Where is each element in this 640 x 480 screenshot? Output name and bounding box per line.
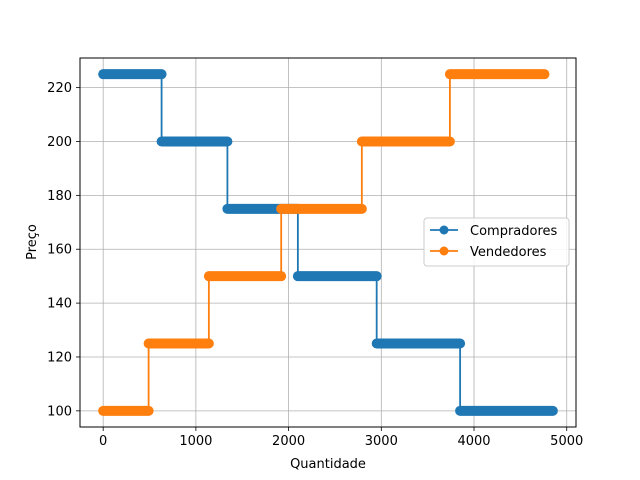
legend: Compradores Vendedores: [423, 217, 570, 267]
y-axis-label: Preço: [25, 224, 40, 260]
ticks: 0 1000 2000 3000 4000 5000 100 120 140 160 180 200 2…: [47, 81, 583, 449]
y-tick-label: 140: [47, 297, 72, 312]
series-vendedores: [98, 69, 550, 416]
y-tick-label: 120: [47, 350, 72, 365]
legend-box: [423, 217, 570, 267]
series-line-vendedores: [103, 73, 545, 412]
y-tick-label: 160: [47, 243, 72, 258]
legend-marker-vendedores: [439, 246, 449, 256]
legend-label-vendedores: Vendedores: [470, 245, 547, 260]
plot-frame: [79, 57, 577, 428]
series-layer: [98, 69, 558, 416]
y-tick-label: 200: [47, 135, 72, 150]
y-tick-label: 180: [47, 189, 72, 204]
x-tick-label: 2000: [272, 434, 305, 449]
x-tick-label: 3000: [365, 434, 398, 449]
series-line-compradores: [103, 73, 553, 412]
x-tick-label: 5000: [550, 434, 583, 449]
x-axis-label: Quantidade: [290, 457, 366, 472]
x-tick-label: 4000: [457, 434, 490, 449]
series-compradores: [98, 69, 558, 416]
legend-label-compradores: Compradores: [470, 224, 558, 239]
legend-marker-compradores: [439, 225, 449, 235]
x-tick-label: 1000: [179, 434, 212, 449]
y-tick-label: 100: [47, 404, 72, 419]
y-tick-label: 220: [47, 81, 72, 96]
x-tick-label: 0: [99, 434, 107, 449]
